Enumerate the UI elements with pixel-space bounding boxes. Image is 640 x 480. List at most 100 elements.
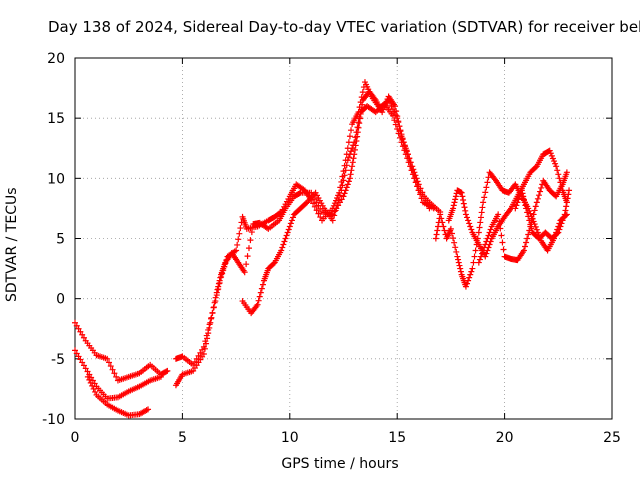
data-point-track-8 xyxy=(460,196,467,203)
data-point-track-5 xyxy=(397,127,404,134)
data-point-track-6 xyxy=(283,232,290,239)
data-point-track-1 xyxy=(164,367,171,374)
data-point-track-6 xyxy=(409,171,416,178)
data-point-track-10 xyxy=(526,217,533,224)
data-point-track-8 xyxy=(547,150,554,157)
data-point-track-4 xyxy=(244,253,251,260)
data-point-track-5 xyxy=(315,210,322,217)
data-point-track-7 xyxy=(470,259,477,266)
data-point-track-6 xyxy=(348,148,355,155)
data-point-track-9 xyxy=(487,226,494,233)
data-point-track-9 xyxy=(484,235,491,242)
data-point-track-5 xyxy=(213,292,220,299)
data-point-track-6 xyxy=(258,285,265,292)
data-point-track-6 xyxy=(278,247,285,254)
x-tick-label: 20 xyxy=(496,430,514,446)
data-point-track-7 xyxy=(483,184,490,191)
data-point-track-7 xyxy=(453,248,460,255)
data-point-track-5 xyxy=(209,310,216,317)
data-point-track-8 xyxy=(467,223,474,230)
data-point-track-9 xyxy=(563,169,570,176)
data-point-track-5 xyxy=(359,89,366,96)
data-point-track-1 xyxy=(113,373,120,380)
data-point-track-1 xyxy=(72,319,78,326)
data-point-track-7 xyxy=(465,277,472,284)
data-point-track-5 xyxy=(234,241,241,248)
data-point-track-1 xyxy=(109,366,116,373)
data-point-track-10 xyxy=(513,202,520,209)
data-point-track-4 xyxy=(217,274,224,281)
data-point-track-9 xyxy=(499,239,506,246)
data-point-track-10 xyxy=(564,195,571,202)
chart-title: Day 138 of 2024, Sidereal Day-to-day VTE… xyxy=(48,18,640,36)
data-point-track-6 xyxy=(282,235,289,242)
data-point-track-5 xyxy=(237,225,244,232)
data-point-track-6 xyxy=(270,260,277,267)
data-point-track-6 xyxy=(404,155,411,162)
data-point-track-8 xyxy=(452,193,459,200)
data-point-track-10 xyxy=(558,220,565,227)
data-point-track-4 xyxy=(346,175,353,182)
data-point-track-9 xyxy=(481,244,488,251)
data-point-track-4 xyxy=(345,178,352,185)
x-axis-label: GPS time / hours xyxy=(281,456,399,472)
data-point-track-6 xyxy=(335,197,342,204)
data-point-track-8 xyxy=(462,211,469,218)
y-tick-label: -5 xyxy=(51,352,65,368)
data-point-track-4 xyxy=(215,280,222,287)
data-point-track-5 xyxy=(215,286,222,293)
data-point-track-6 xyxy=(411,175,418,182)
data-point-track-6 xyxy=(331,212,338,219)
data-point-track-9 xyxy=(532,203,539,210)
data-point-track-8 xyxy=(552,160,559,167)
data-point-track-6 xyxy=(355,119,362,126)
data-point-track-10 xyxy=(557,223,564,230)
data-point-track-8 xyxy=(450,205,457,212)
data-point-track-2 xyxy=(79,359,86,366)
data-point-track-7 xyxy=(455,256,462,263)
data-point-track-8 xyxy=(549,155,556,162)
data-point-track-9 xyxy=(482,241,489,248)
data-point-track-7 xyxy=(456,262,463,269)
data-point-track-5 xyxy=(236,230,243,237)
data-point-track-6 xyxy=(288,217,295,224)
data-point-track-6 xyxy=(350,142,357,149)
data-point-track-7 xyxy=(476,224,483,231)
data-point-track-9 xyxy=(531,207,538,214)
data-point-track-2 xyxy=(73,350,80,357)
data-point-track-5 xyxy=(208,315,215,322)
y-tick-label: -10 xyxy=(42,412,65,428)
data-point-track-7 xyxy=(532,223,539,230)
data-point-track-10 xyxy=(556,226,563,233)
data-point-track-9 xyxy=(535,192,542,199)
data-point-track-6 xyxy=(353,129,360,136)
data-point-track-7 xyxy=(464,280,471,287)
data-point-track-10 xyxy=(559,217,566,224)
data-point-track-5 xyxy=(388,103,395,110)
data-point-track-3 xyxy=(92,388,99,395)
data-point-track-5 xyxy=(200,343,207,350)
data-point-track-6 xyxy=(341,172,348,179)
data-point-track-7 xyxy=(467,271,474,278)
data-point-track-10 xyxy=(514,199,521,206)
data-point-track-9 xyxy=(475,259,482,266)
data-point-track-5 xyxy=(220,267,227,274)
data-point-track-5 xyxy=(216,280,223,287)
data-point-track-8 xyxy=(553,163,560,170)
data-point-track-4 xyxy=(214,286,221,293)
data-point-track-5 xyxy=(193,355,200,362)
data-point-track-5 xyxy=(387,100,394,107)
data-point-track-6 xyxy=(279,244,286,251)
data-point-track-2 xyxy=(80,362,87,369)
data-point-track-6 xyxy=(332,207,339,214)
data-point-track-7 xyxy=(471,253,478,260)
data-point-track-8 xyxy=(466,220,473,227)
data-point-track-9 xyxy=(497,225,504,232)
y-tick-label: 5 xyxy=(56,232,65,248)
data-point-track-7 xyxy=(468,268,475,275)
data-point-track-7 xyxy=(478,209,485,216)
data-point-track-5 xyxy=(219,270,226,277)
data-point-track-8 xyxy=(548,152,555,159)
data-point-track-7 xyxy=(480,199,487,206)
